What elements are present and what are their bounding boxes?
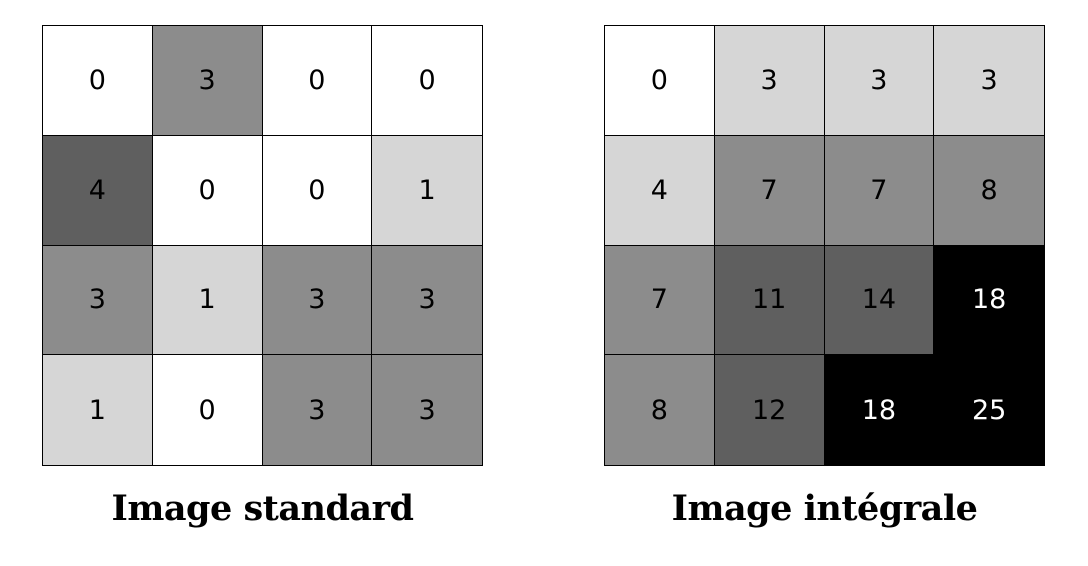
- integral-cell-r3-c3: 25: [934, 355, 1044, 465]
- standard-cell-r0-c0: 0: [43, 26, 153, 136]
- standard-cell-r0-c3: 0: [372, 26, 482, 136]
- standard-cell-r1-c0: 4: [43, 135, 153, 246]
- standard-cell-r3-c2: 3: [262, 355, 373, 465]
- standard-cell-r1-c3: 1: [372, 135, 482, 246]
- integral-cell-r3-c0: 8: [605, 355, 715, 465]
- integral-cell-r0-c0: 0: [605, 26, 715, 136]
- standard-cell-r3-c1: 0: [152, 355, 263, 465]
- integral-cell-r3-c1: 12: [714, 355, 825, 465]
- standard-cell-r2-c1: 1: [152, 245, 263, 356]
- standard-image-caption: Image standard: [111, 488, 414, 529]
- integral-cell-r2-c0: 7: [605, 245, 715, 356]
- integral-cell-r0-c1: 3: [714, 26, 825, 136]
- integral-cell-r2-c1: 11: [714, 245, 825, 356]
- standard-cell-r3-c0: 1: [43, 355, 153, 465]
- integral-cell-r3-c2: 18: [824, 355, 935, 465]
- standard-cell-r0-c1: 3: [152, 26, 263, 136]
- standard-cell-r2-c3: 3: [372, 245, 482, 356]
- integral-cell-r1-c2: 7: [824, 135, 935, 246]
- integral-cell-r1-c3: 8: [934, 135, 1044, 246]
- integral-cell-r0-c2: 3: [824, 26, 935, 136]
- standard-cell-r2-c0: 3: [43, 245, 153, 356]
- integral-cell-r2-c2: 14: [824, 245, 935, 356]
- integral-cell-r1-c1: 7: [714, 135, 825, 246]
- standard-cell-r0-c2: 0: [262, 26, 373, 136]
- standard-cell-r1-c1: 0: [152, 135, 263, 246]
- standard-cell-r2-c2: 3: [262, 245, 373, 356]
- integral-cell-r2-c3: 18: [934, 245, 1044, 356]
- integral-cell-r1-c0: 4: [605, 135, 715, 246]
- standard-cell-r3-c3: 3: [372, 355, 482, 465]
- integral-cell-r0-c3: 3: [934, 26, 1044, 136]
- integral-image-caption: Image intégrale: [671, 488, 978, 529]
- integral-image-grid: 0 3 3 3 4 7 7 8 7 11 14 18 8 12 18 25: [604, 25, 1045, 466]
- standard-cell-r1-c2: 0: [262, 135, 373, 246]
